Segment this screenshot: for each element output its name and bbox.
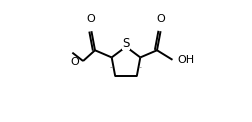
Text: O: O (71, 57, 79, 67)
Text: O: O (87, 14, 96, 24)
Text: S: S (122, 37, 130, 50)
Text: O: O (156, 14, 165, 24)
Text: OH: OH (177, 55, 194, 65)
